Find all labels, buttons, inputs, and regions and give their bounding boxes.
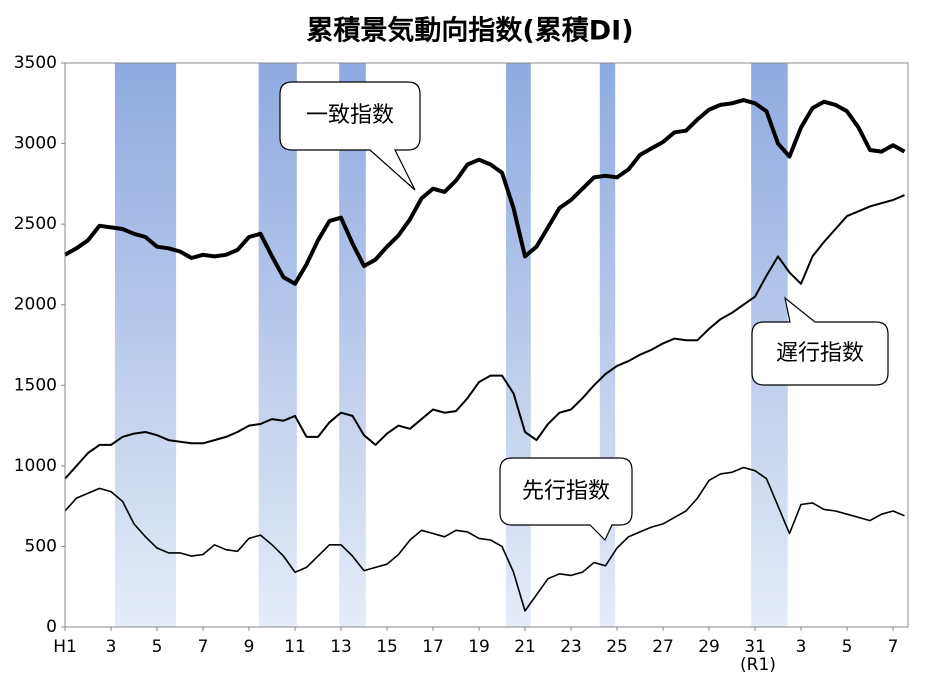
x-tick-label: 13	[330, 637, 352, 657]
y-tick-label: 1500	[14, 375, 57, 395]
callout-label: 遅行指数	[776, 341, 864, 366]
callout: 遅行指数	[751, 296, 889, 386]
y-tick-label: 0	[46, 617, 57, 637]
series-line	[64, 98, 906, 286]
x-tick-label: 15	[376, 637, 398, 657]
x-tick-label: 27	[652, 637, 674, 657]
callout: 一致指数	[279, 81, 421, 191]
x-tick-label: 23	[560, 637, 582, 657]
series-line	[64, 194, 905, 480]
recession-band	[505, 63, 531, 627]
x-tick-label: 25	[606, 637, 628, 657]
x-tick-label: 3	[796, 637, 807, 657]
x-tick-label: 7	[888, 637, 899, 657]
callout: 先行指数	[499, 457, 633, 542]
callout-bubble	[499, 457, 633, 542]
x-tick-label: 5	[152, 637, 163, 657]
x-tick-label: H1	[53, 637, 77, 657]
x-tick-label: 11	[284, 637, 306, 657]
callout-bubble	[751, 296, 889, 386]
x-tick-label: 19	[468, 637, 490, 657]
series-line	[64, 466, 905, 612]
recession-band	[599, 63, 616, 627]
y-tick-label: 2500	[14, 214, 57, 234]
recession-band	[114, 63, 177, 627]
callout-label: 一致指数	[306, 103, 394, 128]
y-tick-label: 3000	[14, 134, 57, 154]
annotation: (R1)	[740, 655, 776, 675]
x-tick-label: 9	[244, 637, 255, 657]
y-tick-label: 1000	[14, 456, 57, 476]
lines	[64, 98, 906, 612]
recession-band	[339, 63, 366, 627]
x-tick-label: 7	[198, 637, 209, 657]
plot-frame	[64, 62, 909, 628]
x-tick-label: 21	[514, 637, 536, 657]
callout-bubble	[279, 81, 421, 191]
y-tick-label: 2000	[14, 295, 57, 315]
x-tick-label: 3	[106, 637, 117, 657]
x-tick-label: 17	[422, 637, 444, 657]
x-tick-label: 29	[698, 637, 720, 657]
y-tick-label: 500	[25, 536, 57, 556]
callout-label: 先行指数	[522, 479, 610, 504]
bands	[114, 63, 788, 627]
x-tick-label: 5	[842, 637, 853, 657]
recession-band	[258, 63, 297, 627]
x-tick-label: 31	[744, 637, 766, 657]
chart-title: 累積景気動向指数(累積DI)	[306, 15, 633, 47]
y-tick-label: 3500	[14, 53, 57, 73]
